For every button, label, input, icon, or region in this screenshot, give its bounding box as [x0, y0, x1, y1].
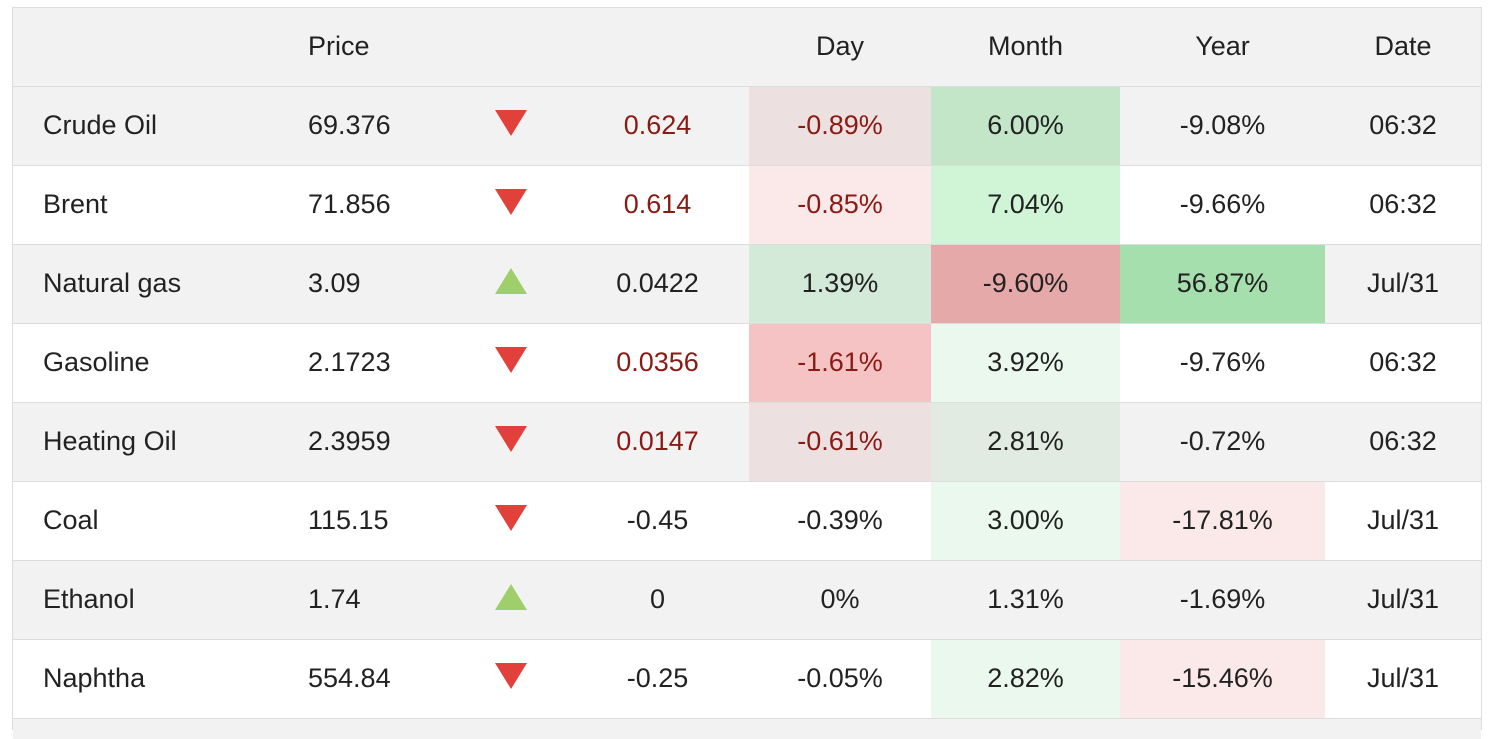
commodity-name-link[interactable]: Crude Oil: [13, 85, 261, 165]
change-cell: -0.45: [566, 480, 749, 560]
year-change-cell: -9.08%: [1120, 85, 1325, 165]
year-change-cell: -1.69%: [1120, 559, 1325, 639]
direction-cell: [456, 559, 566, 639]
date-cell: 06:32: [1325, 164, 1481, 244]
month-change-cell: 6.00%: [931, 85, 1120, 165]
commodity-name-link[interactable]: Heating Oil: [13, 401, 261, 481]
price-cell: 71.856: [261, 164, 456, 244]
change-cell: 0.0147: [566, 401, 749, 481]
year-change-cell: -9.66%: [1120, 164, 1325, 244]
triangle-down-icon: [495, 663, 527, 690]
triangle-down-icon: [495, 188, 527, 215]
month-change-cell: -9.60%: [931, 243, 1120, 323]
month-change-cell: 1.31%: [931, 559, 1120, 639]
day-change-cell: -0.05%: [749, 638, 931, 718]
price-cell: 554.84: [261, 638, 456, 718]
commodity-name-link[interactable]: Gasoline: [13, 322, 261, 402]
day-change-cell: -0.89%: [749, 85, 931, 165]
direction-cell: [456, 322, 566, 402]
price-cell: 3.09: [261, 243, 456, 323]
month-change-cell: 3.00%: [931, 480, 1120, 560]
triangle-down-icon: [495, 504, 527, 531]
table-row[interactable]: Gasoline 2.1723 0.0356 -1.61% 3.92% -9.76% 06:…: [13, 322, 1481, 402]
commodity-name-link[interactable]: Brent: [13, 164, 261, 244]
energy-table-container: Price Day Month Year Date Crude Oil 69.37…: [12, 7, 1482, 739]
date-cell: Jul/31: [1325, 559, 1481, 639]
direction-cell: [456, 480, 566, 560]
date-cell: 06:32: [1325, 401, 1481, 481]
day-change-cell: 0%: [749, 559, 931, 639]
price-cell: 69.376: [261, 85, 456, 165]
table-row[interactable]: Naphtha 554.84 -0.25 -0.05% 2.82% -15.46% Jul/…: [13, 638, 1481, 718]
triangle-up-icon: [495, 267, 527, 294]
month-change-cell: 2.82%: [931, 638, 1120, 718]
direction-cell: [456, 401, 566, 481]
date-cell: 06:32: [1325, 322, 1481, 402]
commodity-name-link[interactable]: Ethanol: [13, 559, 261, 639]
day-change-cell: -0.61%: [749, 401, 931, 481]
header-year[interactable]: Year: [1120, 8, 1325, 87]
table-row[interactable]: Natural gas 3.09 0.0422 1.39% -9.60% 56.87% Ju…: [13, 243, 1481, 323]
date-cell: 06:32: [1325, 85, 1481, 165]
day-change-cell: -0.39%: [749, 480, 931, 560]
direction-cell: [456, 164, 566, 244]
direction-cell: [456, 85, 566, 165]
price-cell: 115.15: [261, 480, 456, 560]
year-change-cell: -0.72%: [1120, 401, 1325, 481]
day-change-cell: -0.85%: [749, 164, 931, 244]
table-header: Price Day Month Year Date: [13, 8, 1481, 87]
day-change-cell: -1.61%: [749, 322, 931, 402]
table-row[interactable]: Crude Oil 69.376 0.624 -0.89% 6.00% -9.08% 06:…: [13, 85, 1481, 165]
header-price[interactable]: Price: [261, 8, 456, 87]
commodity-name-link[interactable]: Coal: [13, 480, 261, 560]
direction-cell: [456, 243, 566, 323]
table-row[interactable]: Coal 115.15 -0.45 -0.39% 3.00% -17.81% Jul/31: [13, 480, 1481, 560]
change-cell: 0.614: [566, 164, 749, 244]
triangle-down-icon: [495, 109, 527, 136]
change-cell: 0.0422: [566, 243, 749, 323]
table-row[interactable]: Ethanol 1.74 0 0% 1.31% -1.69% Jul/31: [13, 559, 1481, 639]
change-cell: 0: [566, 559, 749, 639]
year-change-cell: -17.81%: [1120, 480, 1325, 560]
table-footer: [13, 718, 1481, 739]
commodity-name-link[interactable]: Naphtha: [13, 638, 261, 718]
month-change-cell: 3.92%: [931, 322, 1120, 402]
date-cell: Jul/31: [1325, 638, 1481, 718]
header-row: Price Day Month Year Date: [13, 8, 1481, 87]
commodity-name-link[interactable]: Natural gas: [13, 243, 261, 323]
date-cell: Jul/31: [1325, 480, 1481, 560]
month-change-cell: 7.04%: [931, 164, 1120, 244]
header-arrow: [456, 8, 566, 87]
year-change-cell: 56.87%: [1120, 243, 1325, 323]
triangle-down-icon: [495, 346, 527, 373]
change-cell: 0.0356: [566, 322, 749, 402]
table-body: Crude Oil 69.376 0.624 -0.89% 6.00% -9.08% 06:…: [13, 85, 1481, 718]
change-cell: -0.25: [566, 638, 749, 718]
energy-prices-table: Price Day Month Year Date Crude Oil 69.37…: [13, 8, 1481, 718]
price-cell: 1.74: [261, 559, 456, 639]
table-row[interactable]: Heating Oil 2.3959 0.0147 -0.61% 2.81% -0.72%…: [13, 401, 1481, 481]
month-change-cell: 2.81%: [931, 401, 1120, 481]
change-cell: 0.624: [566, 85, 749, 165]
header-day[interactable]: Day: [749, 8, 931, 87]
day-change-cell: 1.39%: [749, 243, 931, 323]
triangle-up-icon: [495, 583, 527, 610]
year-change-cell: -9.76%: [1120, 322, 1325, 402]
direction-cell: [456, 638, 566, 718]
header-name: [13, 8, 261, 87]
triangle-down-icon: [495, 425, 527, 452]
header-change: [566, 8, 749, 87]
header-date[interactable]: Date: [1325, 8, 1481, 87]
table-row[interactable]: Brent 71.856 0.614 -0.85% 7.04% -9.66% 06:32: [13, 164, 1481, 244]
year-change-cell: -15.46%: [1120, 638, 1325, 718]
date-cell: Jul/31: [1325, 243, 1481, 323]
price-cell: 2.1723: [261, 322, 456, 402]
header-month[interactable]: Month: [931, 8, 1120, 87]
price-cell: 2.3959: [261, 401, 456, 481]
